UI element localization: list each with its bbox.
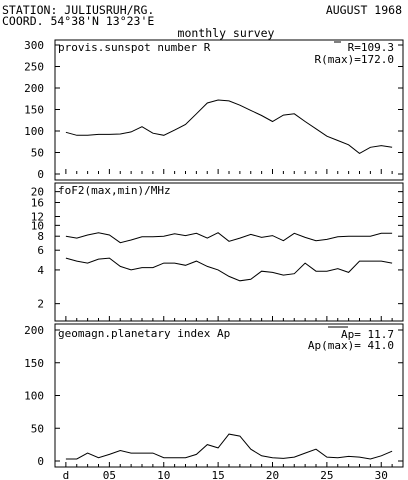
- ap-ytick-label-50: 50: [31, 422, 44, 435]
- ap-series-0: [65, 433, 393, 460]
- fof2-title: foF2(max,min)/MHz: [58, 184, 171, 197]
- sunspot-ytick-label-300: 300: [24, 39, 44, 52]
- ap-ytick-label-0: 0: [37, 455, 44, 468]
- fof2-ytick-label-16: 16: [31, 196, 44, 209]
- xtick-label-30: 30: [375, 469, 388, 480]
- fof2-ytick-label-2: 2: [37, 298, 44, 311]
- r-mean-annotation: R=109.3: [348, 41, 394, 54]
- date-label: AUGUST 1968: [326, 3, 402, 17]
- xtick-label-25: 25: [320, 469, 333, 480]
- ap-max-annotation: Ap(max)= 41.0: [308, 339, 394, 352]
- fof2-ytick-label-4: 4: [37, 264, 44, 277]
- sunspot-ytick-label-250: 250: [24, 61, 44, 74]
- xtick-label-d: d: [63, 469, 70, 480]
- fof2-ytick-label-8: 8: [37, 230, 44, 243]
- sunspot-title: provis.sunspot number R: [58, 41, 211, 54]
- xtick-label-15: 15: [212, 469, 225, 480]
- sunspot-ytick-label-200: 200: [24, 82, 44, 95]
- survey-label: monthly survey: [178, 26, 275, 40]
- sunspot-ytick-label-150: 150: [24, 104, 44, 117]
- panel-frame-fof2: [54, 182, 404, 322]
- sunspot-ytick-label-0: 0: [37, 168, 44, 181]
- sunspot-series-0: [65, 99, 393, 154]
- fof2-ytick-label-6: 6: [37, 244, 44, 257]
- fof2-ytick-label-12: 12: [31, 210, 44, 223]
- ap-ytick-label-150: 150: [24, 357, 44, 370]
- fof2-series-0: [65, 232, 393, 244]
- xtick-label-10: 10: [157, 469, 170, 480]
- sunspot-ytick-label-100: 100: [24, 125, 44, 138]
- ap-ytick-label-100: 100: [24, 390, 44, 403]
- ap-ytick-label-200: 200: [24, 324, 44, 337]
- sunspot-ytick-label-50: 50: [31, 147, 44, 160]
- r-max-annotation: R(max)=172.0: [315, 53, 394, 66]
- fof2-ytick-label-20: 20: [31, 186, 44, 199]
- xtick-label-20: 20: [266, 469, 279, 480]
- coord-label: COORD. 54°38'N 13°23'E: [2, 14, 154, 28]
- ap-mean-annotation: Ap= 11.7: [341, 328, 394, 341]
- ap-title: geomagn.planetary index Ap: [58, 327, 230, 340]
- fof2-ytick-label-10: 10: [31, 219, 44, 232]
- fof2-series-1: [65, 257, 393, 282]
- xtick-label-05: 05: [103, 469, 116, 480]
- station-label: STATION: JULIUSRUH/RG.: [2, 3, 154, 17]
